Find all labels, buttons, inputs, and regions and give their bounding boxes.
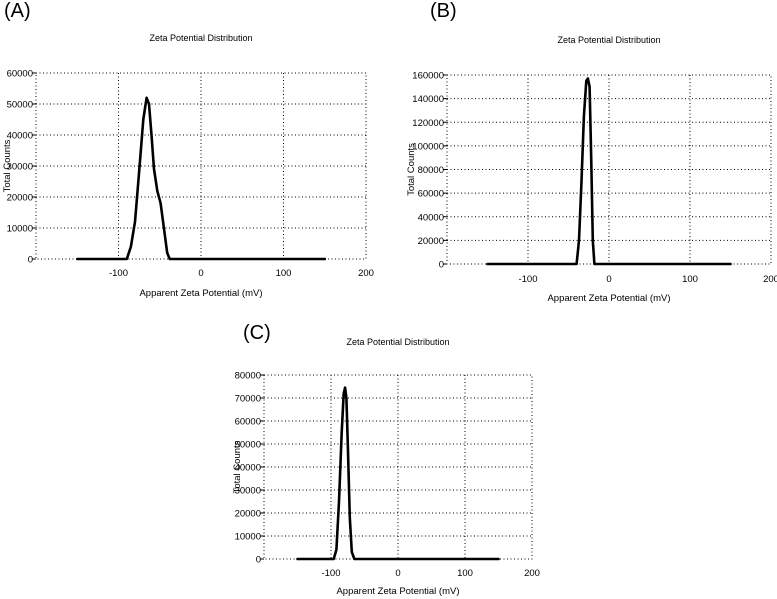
panel-label-a: (A) (4, 0, 31, 22)
x-tick-label: -100 (109, 268, 128, 279)
x-tick-label: 100 (457, 568, 473, 579)
chart-title: Zeta Potential Distribution (346, 337, 449, 347)
chart-title: Zeta Potential Distribution (557, 35, 660, 45)
panel-label-c: (C) (243, 322, 271, 344)
y-tick-label: 70000 (235, 394, 261, 405)
x-tick-label: 0 (198, 268, 203, 279)
y-tick-label: 50000 (7, 100, 33, 111)
y-tick-label: 0 (256, 555, 261, 566)
x-tick-label: -100 (518, 274, 537, 285)
x-tick-label: 0 (606, 274, 611, 285)
y-tick-label: 10000 (7, 224, 33, 235)
x-tick-label: -100 (321, 568, 340, 579)
y-tick-label: 160000 (412, 71, 444, 82)
x-tick-label: 100 (276, 268, 292, 279)
x-axis-label: Apparent Zeta Potential (mV) (547, 293, 670, 304)
distribution-curve (296, 386, 500, 561)
y-tick-label: 50000 (235, 440, 261, 451)
y-axis-label: Total Counts (232, 440, 243, 493)
x-tick-label: 200 (524, 568, 540, 579)
y-tick-label: 80000 (235, 371, 261, 382)
x-axis-label: Apparent Zeta Potential (mV) (139, 288, 262, 299)
panel-label-b: (B) (430, 0, 457, 22)
y-tick-label: 120000 (412, 118, 444, 129)
chart-title: Zeta Potential Distribution (149, 33, 252, 43)
y-tick-label: 0 (439, 260, 444, 271)
y-tick-label: 20000 (418, 236, 444, 247)
y-tick-label: 60000 (7, 69, 33, 80)
y-tick-label: 20000 (7, 193, 33, 204)
y-tick-label: 30000 (235, 486, 261, 497)
y-tick-label: 60000 (418, 189, 444, 200)
y-axis-label: Total Counts (406, 143, 417, 196)
y-tick-label: 40000 (7, 131, 33, 142)
x-tick-label: 200 (358, 268, 374, 279)
y-tick-label: 10000 (235, 532, 261, 543)
y-tick-label: 40000 (235, 463, 261, 474)
y-tick-label: 100000 (412, 141, 444, 152)
y-tick-label: 60000 (235, 417, 261, 428)
x-tick-label: 100 (682, 274, 698, 285)
y-tick-label: 80000 (418, 165, 444, 176)
x-axis-label: Apparent Zeta Potential (mV) (336, 586, 459, 597)
y-tick-label: 140000 (412, 94, 444, 105)
distribution-curve (486, 77, 732, 266)
y-tick-label: 40000 (418, 212, 444, 223)
y-tick-label: 20000 (235, 509, 261, 520)
x-tick-label: 200 (763, 274, 777, 285)
x-tick-label: 0 (395, 568, 400, 579)
distribution-curve (76, 96, 327, 261)
y-tick-label: 30000 (7, 162, 33, 173)
y-axis-label: Total Counts (2, 139, 13, 192)
y-tick-label: 0 (28, 255, 33, 266)
